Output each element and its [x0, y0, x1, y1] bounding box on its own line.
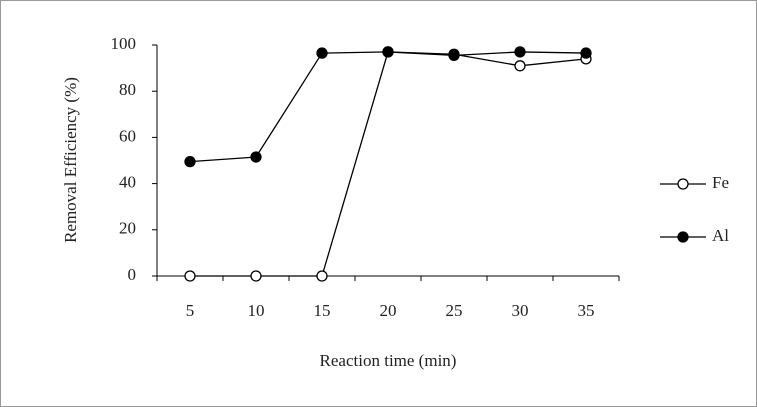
point	[317, 48, 327, 58]
point	[515, 61, 525, 71]
y-tick-label: 20	[119, 219, 136, 238]
y-tick-label: 100	[111, 34, 137, 53]
x-tick-label: 10	[248, 301, 265, 320]
y-tick-label: 40	[119, 173, 136, 192]
x-tick-label: 20	[380, 301, 397, 320]
point	[317, 271, 327, 281]
point	[185, 157, 195, 167]
legend-marker	[678, 232, 688, 242]
series-line	[190, 52, 586, 162]
point	[185, 271, 195, 281]
point	[383, 47, 393, 57]
x-tick-label: 25	[446, 301, 463, 320]
chart: Reaction time (min) Removal Efficiency (…	[0, 0, 757, 407]
x-tick-label: 15	[314, 301, 331, 320]
point	[251, 152, 261, 162]
point	[449, 50, 459, 60]
point	[581, 48, 591, 58]
legend-label: Fe	[712, 173, 729, 192]
y-tick-label: 0	[128, 265, 137, 284]
frame	[1, 1, 757, 407]
x-tick-label: 35	[578, 301, 595, 320]
y-axis-label: Removal Efficiency (%)	[61, 77, 80, 243]
series-line	[190, 52, 586, 276]
point	[515, 47, 525, 57]
x-tick-label: 30	[512, 301, 529, 320]
legend-label: Al	[712, 226, 729, 245]
point	[251, 271, 261, 281]
legend-marker	[678, 179, 688, 189]
x-tick-label: 5	[186, 301, 195, 320]
x-axis-label: Reaction time (min)	[320, 351, 457, 370]
y-tick-label: 80	[119, 80, 136, 99]
y-tick-label: 60	[119, 126, 136, 145]
